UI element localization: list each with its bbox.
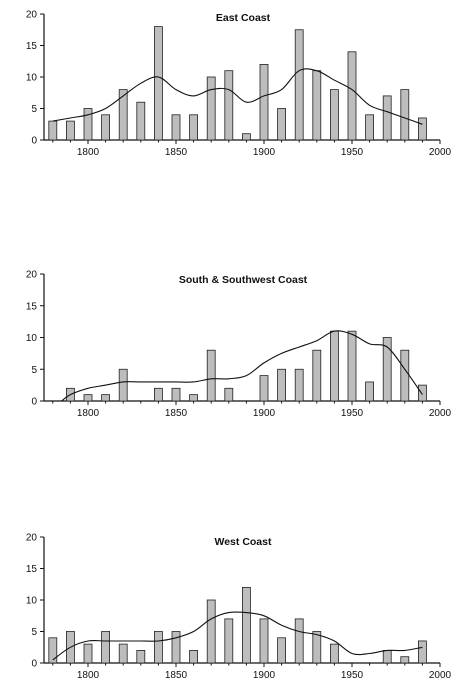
x-tick-label: 1950 [341, 670, 364, 681]
y-tick-label: 20 [26, 533, 38, 544]
x-tick-label: 1800 [77, 670, 100, 681]
bar [101, 114, 110, 141]
panel-title: South & Southwest Coast [179, 274, 308, 286]
x-tick-label: 2000 [429, 147, 452, 158]
y-tick-label: 5 [31, 627, 37, 638]
y-tick-label: 15 [26, 564, 38, 575]
bar [329, 89, 339, 141]
bar [382, 650, 392, 664]
bar [101, 631, 110, 664]
bar [241, 587, 251, 664]
x-tick-label: 1800 [77, 408, 100, 419]
bar [294, 368, 304, 402]
bar [224, 70, 234, 141]
bar [365, 114, 375, 141]
bar [118, 368, 128, 402]
bar [83, 108, 93, 141]
trend-line [52, 68, 423, 125]
bar [417, 640, 427, 664]
bar [153, 631, 163, 664]
x-tick-label: 1900 [253, 147, 276, 158]
bar [312, 70, 322, 141]
bar [329, 643, 339, 664]
bar [277, 108, 287, 141]
y-tick-label: 0 [31, 659, 37, 670]
y-tick-label: 0 [31, 397, 37, 408]
bar [382, 337, 392, 402]
bar [241, 133, 251, 141]
bar [400, 349, 410, 402]
bar [329, 330, 339, 402]
bar [48, 637, 58, 664]
bar [417, 384, 427, 402]
bar [83, 394, 93, 402]
bar [118, 643, 128, 664]
bar [224, 618, 234, 664]
bar [417, 117, 427, 141]
x-tick-label: 2000 [429, 670, 452, 681]
y-tick-label: 10 [26, 596, 38, 607]
trend-line [52, 611, 423, 661]
x-tick-label: 1850 [165, 408, 188, 419]
bar [171, 387, 181, 402]
bar [400, 656, 410, 664]
bar [259, 64, 269, 141]
chart-panel-1: East Coast 0 5 10 15 20 1800 1850 1900 1950 2000 [26, 10, 452, 159]
bar [206, 76, 216, 141]
bar [171, 114, 181, 141]
bar [171, 631, 181, 664]
bar [365, 381, 375, 402]
trend-line [61, 330, 423, 402]
bar [101, 394, 110, 402]
y-tick-label: 15 [26, 41, 38, 52]
bar [136, 650, 146, 664]
x-tick-label: 1900 [253, 408, 276, 419]
y-tick-label: 10 [26, 73, 38, 84]
bar [259, 618, 269, 664]
bar [189, 114, 199, 141]
bar [83, 643, 93, 664]
x-tick-label: 1950 [341, 147, 364, 158]
bar [153, 387, 163, 402]
bar [277, 368, 287, 402]
y-tick-label: 0 [31, 136, 37, 147]
bar [189, 650, 199, 664]
x-tick-label: 1850 [165, 147, 188, 158]
bar [382, 95, 392, 141]
chart-panel-2: South & Southwest Coast 0 5 10 15 20 1800 1850 1… [26, 270, 452, 420]
chart-panel-3: West Coast 0 5 10 15 20 1800 1850 1900 1950 2000 [26, 533, 452, 682]
bar [347, 51, 357, 141]
bar [206, 349, 216, 402]
bar [66, 120, 75, 141]
y-tick-label: 5 [31, 365, 37, 376]
bar [224, 387, 234, 402]
bar [347, 330, 357, 402]
bar [294, 618, 304, 664]
bar [189, 394, 199, 402]
x-tick-label: 2000 [429, 408, 452, 419]
bar [259, 375, 269, 402]
x-tick-label: 1900 [253, 670, 276, 681]
bar [153, 26, 163, 141]
bar [294, 29, 304, 141]
y-tick-label: 10 [26, 333, 38, 344]
bar [312, 631, 322, 664]
y-tick-label: 15 [26, 301, 38, 312]
y-tick-label: 20 [26, 270, 38, 281]
bar [277, 637, 287, 664]
x-tick-label: 1950 [341, 408, 364, 419]
x-tick-label: 1850 [165, 670, 188, 681]
y-tick-label: 5 [31, 104, 37, 115]
panel-title: West Coast [215, 536, 272, 548]
bar [118, 89, 128, 141]
bar [400, 89, 410, 141]
bar [206, 599, 216, 664]
y-tick-label: 20 [26, 10, 38, 21]
x-tick-label: 1800 [77, 147, 100, 158]
bar [136, 101, 146, 141]
panel-title: East Coast [216, 12, 271, 24]
bar [312, 349, 322, 402]
bar [48, 120, 58, 141]
